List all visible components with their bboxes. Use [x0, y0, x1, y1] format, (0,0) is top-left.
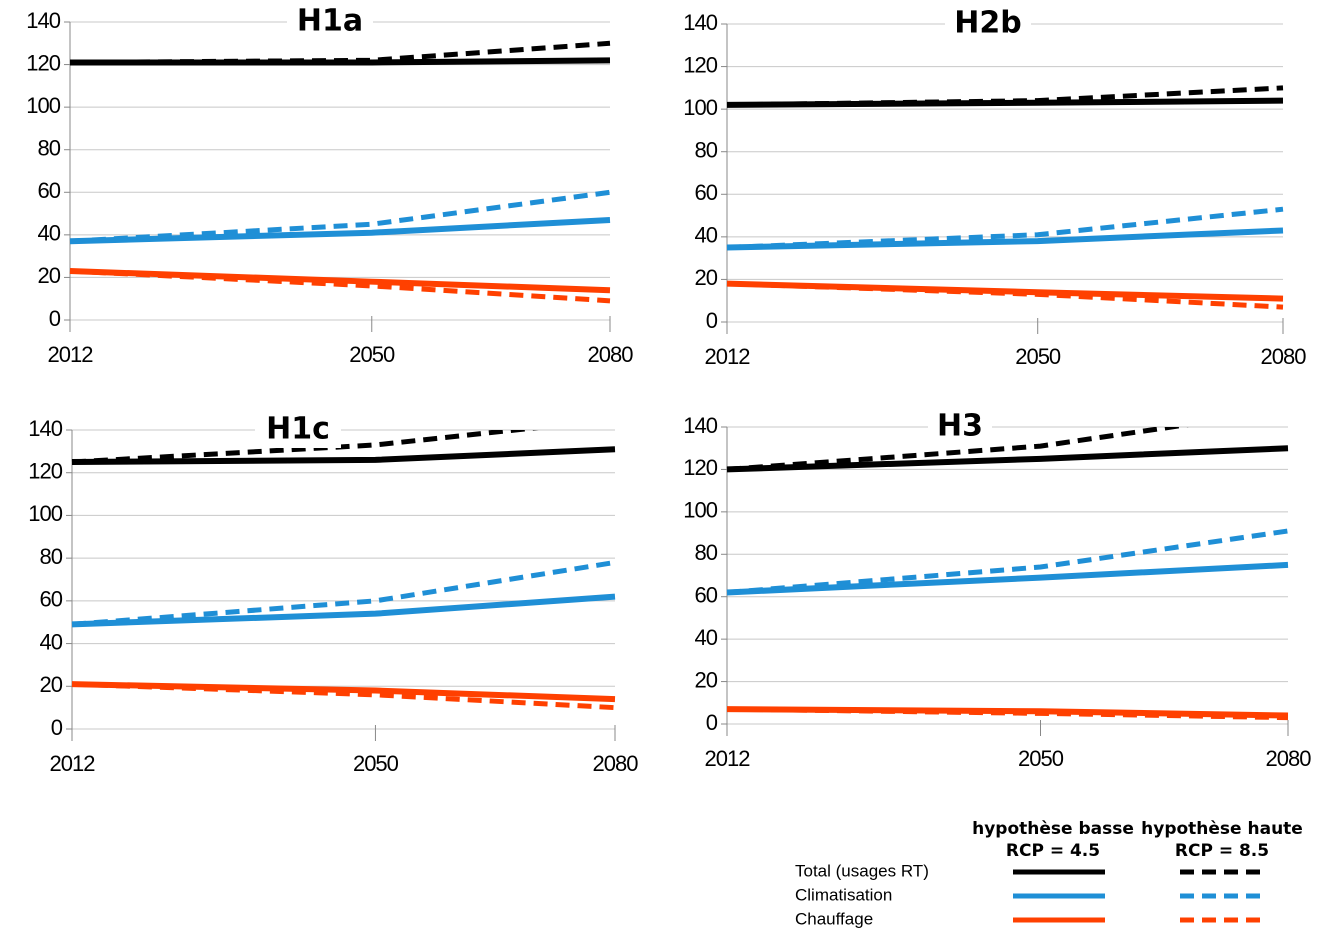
y-tick-label: 100: [683, 498, 717, 523]
y-tick-label: 40: [38, 221, 61, 246]
y-tick-label: 60: [695, 583, 718, 608]
x-tick-label: 2080: [1266, 746, 1312, 771]
series-line: [71, 430, 539, 465]
plot-lines: [69, 40, 611, 304]
x-tick-label: 2012: [705, 746, 751, 771]
series-line: [71, 559, 616, 627]
y-tick-label: 60: [40, 587, 63, 612]
x-tick-label: 2050: [349, 342, 395, 367]
x-tick-label: 2080: [1261, 344, 1307, 369]
series-line: [726, 85, 1284, 108]
y-tick-label: 140: [28, 416, 62, 441]
y-tick-label: 100: [26, 93, 60, 118]
y-tick-label: 0: [51, 715, 63, 740]
y-tick-label: 20: [695, 265, 718, 290]
x-tick-label: 2080: [588, 342, 634, 367]
title-background: [945, 4, 1031, 42]
title-background: [928, 407, 992, 445]
legend-label: Climatisation: [795, 885, 892, 904]
series-line: [726, 280, 1284, 302]
y-tick-label: 80: [695, 540, 718, 565]
y-tick-label: 0: [49, 306, 61, 331]
series-line: [726, 706, 1289, 719]
chart-title: H2b: [954, 6, 1021, 41]
y-tick-label: 100: [683, 95, 717, 120]
y-tick-label: 140: [683, 10, 717, 35]
series-line: [726, 528, 1289, 595]
series-line: [69, 268, 611, 304]
series-line: [726, 281, 1284, 310]
series-line: [69, 189, 611, 244]
x-tick-label: 2050: [1015, 344, 1061, 369]
series-line: [726, 561, 1289, 596]
series-line: [69, 40, 611, 65]
series-line: [69, 216, 611, 245]
series-line: [69, 268, 611, 294]
chart-title: H3: [937, 409, 983, 444]
chart-title: H1a: [297, 4, 363, 39]
y-tick-label: 140: [683, 413, 717, 438]
legend-label: Chauffage: [795, 909, 873, 928]
legend-header: hypothèse haute: [1141, 819, 1303, 839]
y-tick-label: 20: [38, 263, 61, 288]
series-line: [726, 445, 1289, 473]
plot-lines: [726, 85, 1284, 310]
chart-title: H1c: [266, 412, 330, 447]
y-tick-label: 60: [38, 178, 61, 203]
y-tick-label: 100: [28, 501, 62, 526]
y-tick-label: 120: [28, 459, 62, 484]
y-tick-label: 0: [706, 308, 718, 333]
x-tick-label: 2012: [48, 342, 94, 367]
legend-header: RCP = 8.5: [1175, 841, 1269, 861]
legend-header: hypothèse basse: [972, 819, 1134, 839]
x-tick-label: 2050: [353, 751, 399, 776]
x-tick-label: 2050: [1018, 746, 1064, 771]
series-line: [71, 593, 616, 628]
y-tick-label: 120: [26, 50, 60, 75]
y-tick-label: 80: [38, 136, 61, 161]
y-tick-label: 40: [40, 629, 63, 654]
series-line: [726, 227, 1284, 251]
x-tick-label: 2012: [705, 344, 751, 369]
y-tick-label: 20: [695, 667, 718, 692]
series-line: [726, 206, 1284, 250]
series-line: [726, 706, 1289, 721]
plot-lines: [71, 430, 616, 711]
y-tick-label: 80: [40, 544, 63, 569]
y-tick-label: 120: [683, 455, 717, 480]
series-line: [726, 427, 1189, 472]
y-tick-label: 40: [695, 625, 718, 650]
y-tick-label: 20: [40, 672, 63, 697]
title-background: [287, 2, 373, 40]
y-tick-label: 120: [683, 52, 717, 77]
legend-label: Total (usages RT): [795, 861, 929, 880]
y-tick-label: 80: [695, 138, 718, 163]
y-tick-label: 0: [706, 710, 718, 735]
x-tick-label: 2080: [593, 751, 639, 776]
y-tick-label: 40: [695, 223, 718, 248]
series-line: [726, 97, 1284, 108]
series-line: [71, 681, 616, 711]
title-background: [255, 410, 341, 448]
y-tick-label: 60: [695, 180, 718, 205]
legend-header: RCP = 4.5: [1006, 841, 1100, 861]
series-line: [71, 446, 616, 466]
plot-lines: [726, 427, 1289, 721]
y-tick-label: 140: [26, 8, 60, 33]
x-tick-label: 2012: [50, 751, 96, 776]
